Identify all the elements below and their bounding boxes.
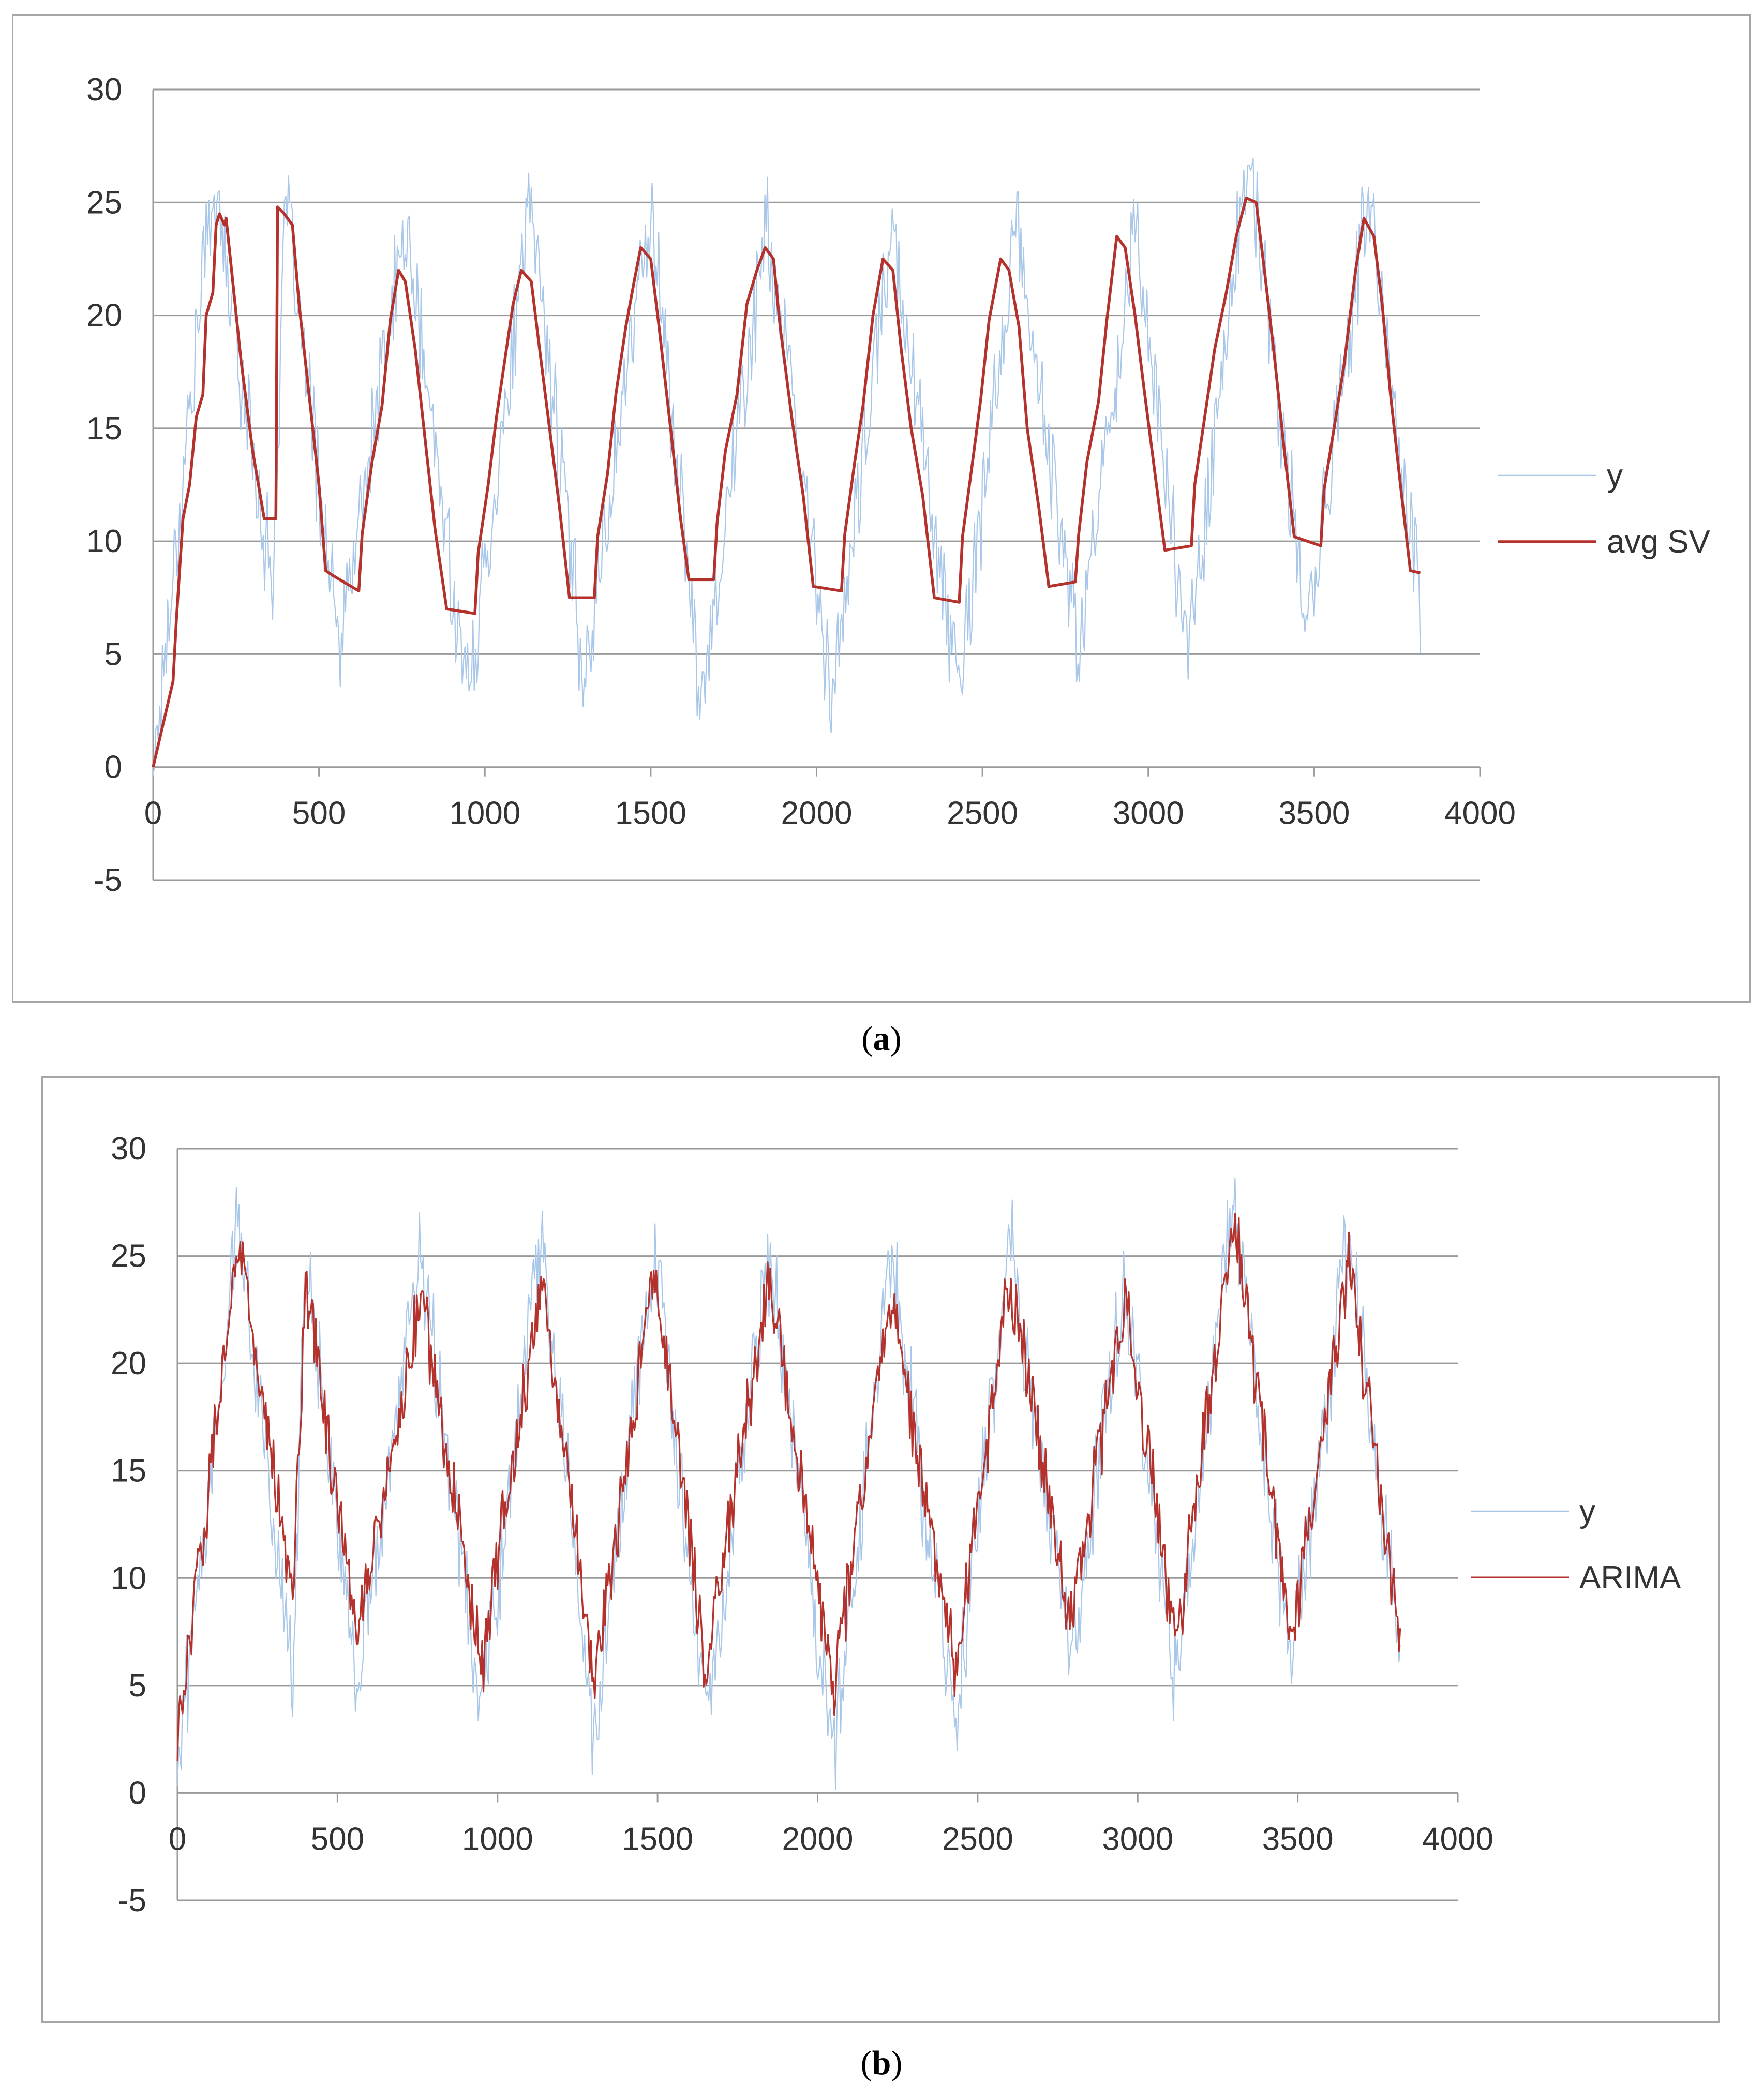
x-tick-label: 4000 bbox=[1444, 796, 1516, 831]
x-tick-label: 4000 bbox=[1422, 1821, 1493, 1857]
x-tick-label: 2000 bbox=[782, 1821, 854, 1857]
x-tick-label: 3500 bbox=[1262, 1821, 1334, 1857]
y-tick-label: 0 bbox=[104, 750, 122, 785]
y-tick-label: 5 bbox=[129, 1668, 146, 1704]
y-tick-label: 30 bbox=[111, 1131, 146, 1167]
chart-panel-a: 30 25 20 15 10 5 0 -5 0 500 1000 1500 2000 2500 3000 35… bbox=[12, 14, 1751, 1003]
x-tick-label: 1000 bbox=[449, 796, 520, 831]
series-line-model bbox=[152, 196, 1421, 768]
y-tick-label: 15 bbox=[86, 411, 122, 446]
y-tick-label: -5 bbox=[118, 1883, 146, 1918]
chart-b: 30 25 20 15 10 5 0 -5 0 500 1000 1500 2000 2500 3000 35… bbox=[111, 1131, 1681, 1918]
legend-label: y bbox=[1607, 458, 1623, 494]
y-tick-label: 10 bbox=[111, 1560, 146, 1596]
chart-panel-b: 30 25 20 15 10 5 0 -5 0 500 1000 1500 2000 2500 3000 35… bbox=[41, 1076, 1720, 2023]
y-tick-label: 25 bbox=[111, 1239, 146, 1274]
y-tick-label: 20 bbox=[111, 1346, 146, 1381]
gridlines-a bbox=[153, 88, 1480, 881]
legend-label: avg SV bbox=[1607, 524, 1711, 560]
y-tick-label: -5 bbox=[94, 862, 122, 898]
gridlines-b bbox=[177, 1148, 1458, 1901]
y-tick-label: 15 bbox=[111, 1453, 146, 1489]
x-tick-label: 2000 bbox=[781, 796, 853, 831]
x-tick-label: 500 bbox=[311, 1821, 364, 1857]
legend-label: y bbox=[1579, 1494, 1595, 1529]
x-tick-label: 3000 bbox=[1102, 1821, 1173, 1857]
x-tick-label: 1000 bbox=[462, 1821, 533, 1857]
x-tick-label: 3000 bbox=[1113, 796, 1184, 831]
y-tick-label: 25 bbox=[86, 185, 122, 220]
chart-a: 30 25 20 15 10 5 0 -5 0 500 1000 1500 2000 2500 3000 35… bbox=[86, 72, 1711, 898]
y-tick-label: 20 bbox=[86, 298, 122, 334]
legend-a: y avg SV bbox=[1498, 458, 1711, 560]
x-tick-label: 2500 bbox=[942, 1821, 1013, 1857]
x-tick-label: 500 bbox=[292, 796, 346, 831]
x-tick-label: 1500 bbox=[622, 1821, 693, 1857]
legend-b: y ARIMA bbox=[1471, 1494, 1681, 1596]
x-tick-label: 0 bbox=[144, 796, 162, 831]
x-tick-label: 0 bbox=[169, 1821, 186, 1857]
caption-a: (a) bbox=[861, 1020, 902, 1058]
caption-b: (b) bbox=[860, 2044, 903, 2082]
series-line-y bbox=[176, 1178, 1401, 1791]
y-tick-label: 10 bbox=[86, 524, 122, 559]
y-tick-label: 30 bbox=[86, 72, 122, 108]
series-line-y bbox=[152, 158, 1421, 776]
y-tick-label: 0 bbox=[129, 1775, 146, 1811]
series-line-model bbox=[176, 1213, 1401, 1762]
x-tick-label: 3500 bbox=[1278, 796, 1350, 831]
x-tick-label: 2500 bbox=[947, 796, 1018, 831]
y-tick-label: 5 bbox=[104, 636, 122, 672]
legend-label: ARIMA bbox=[1579, 1560, 1681, 1596]
x-tick-label: 1500 bbox=[615, 796, 686, 831]
